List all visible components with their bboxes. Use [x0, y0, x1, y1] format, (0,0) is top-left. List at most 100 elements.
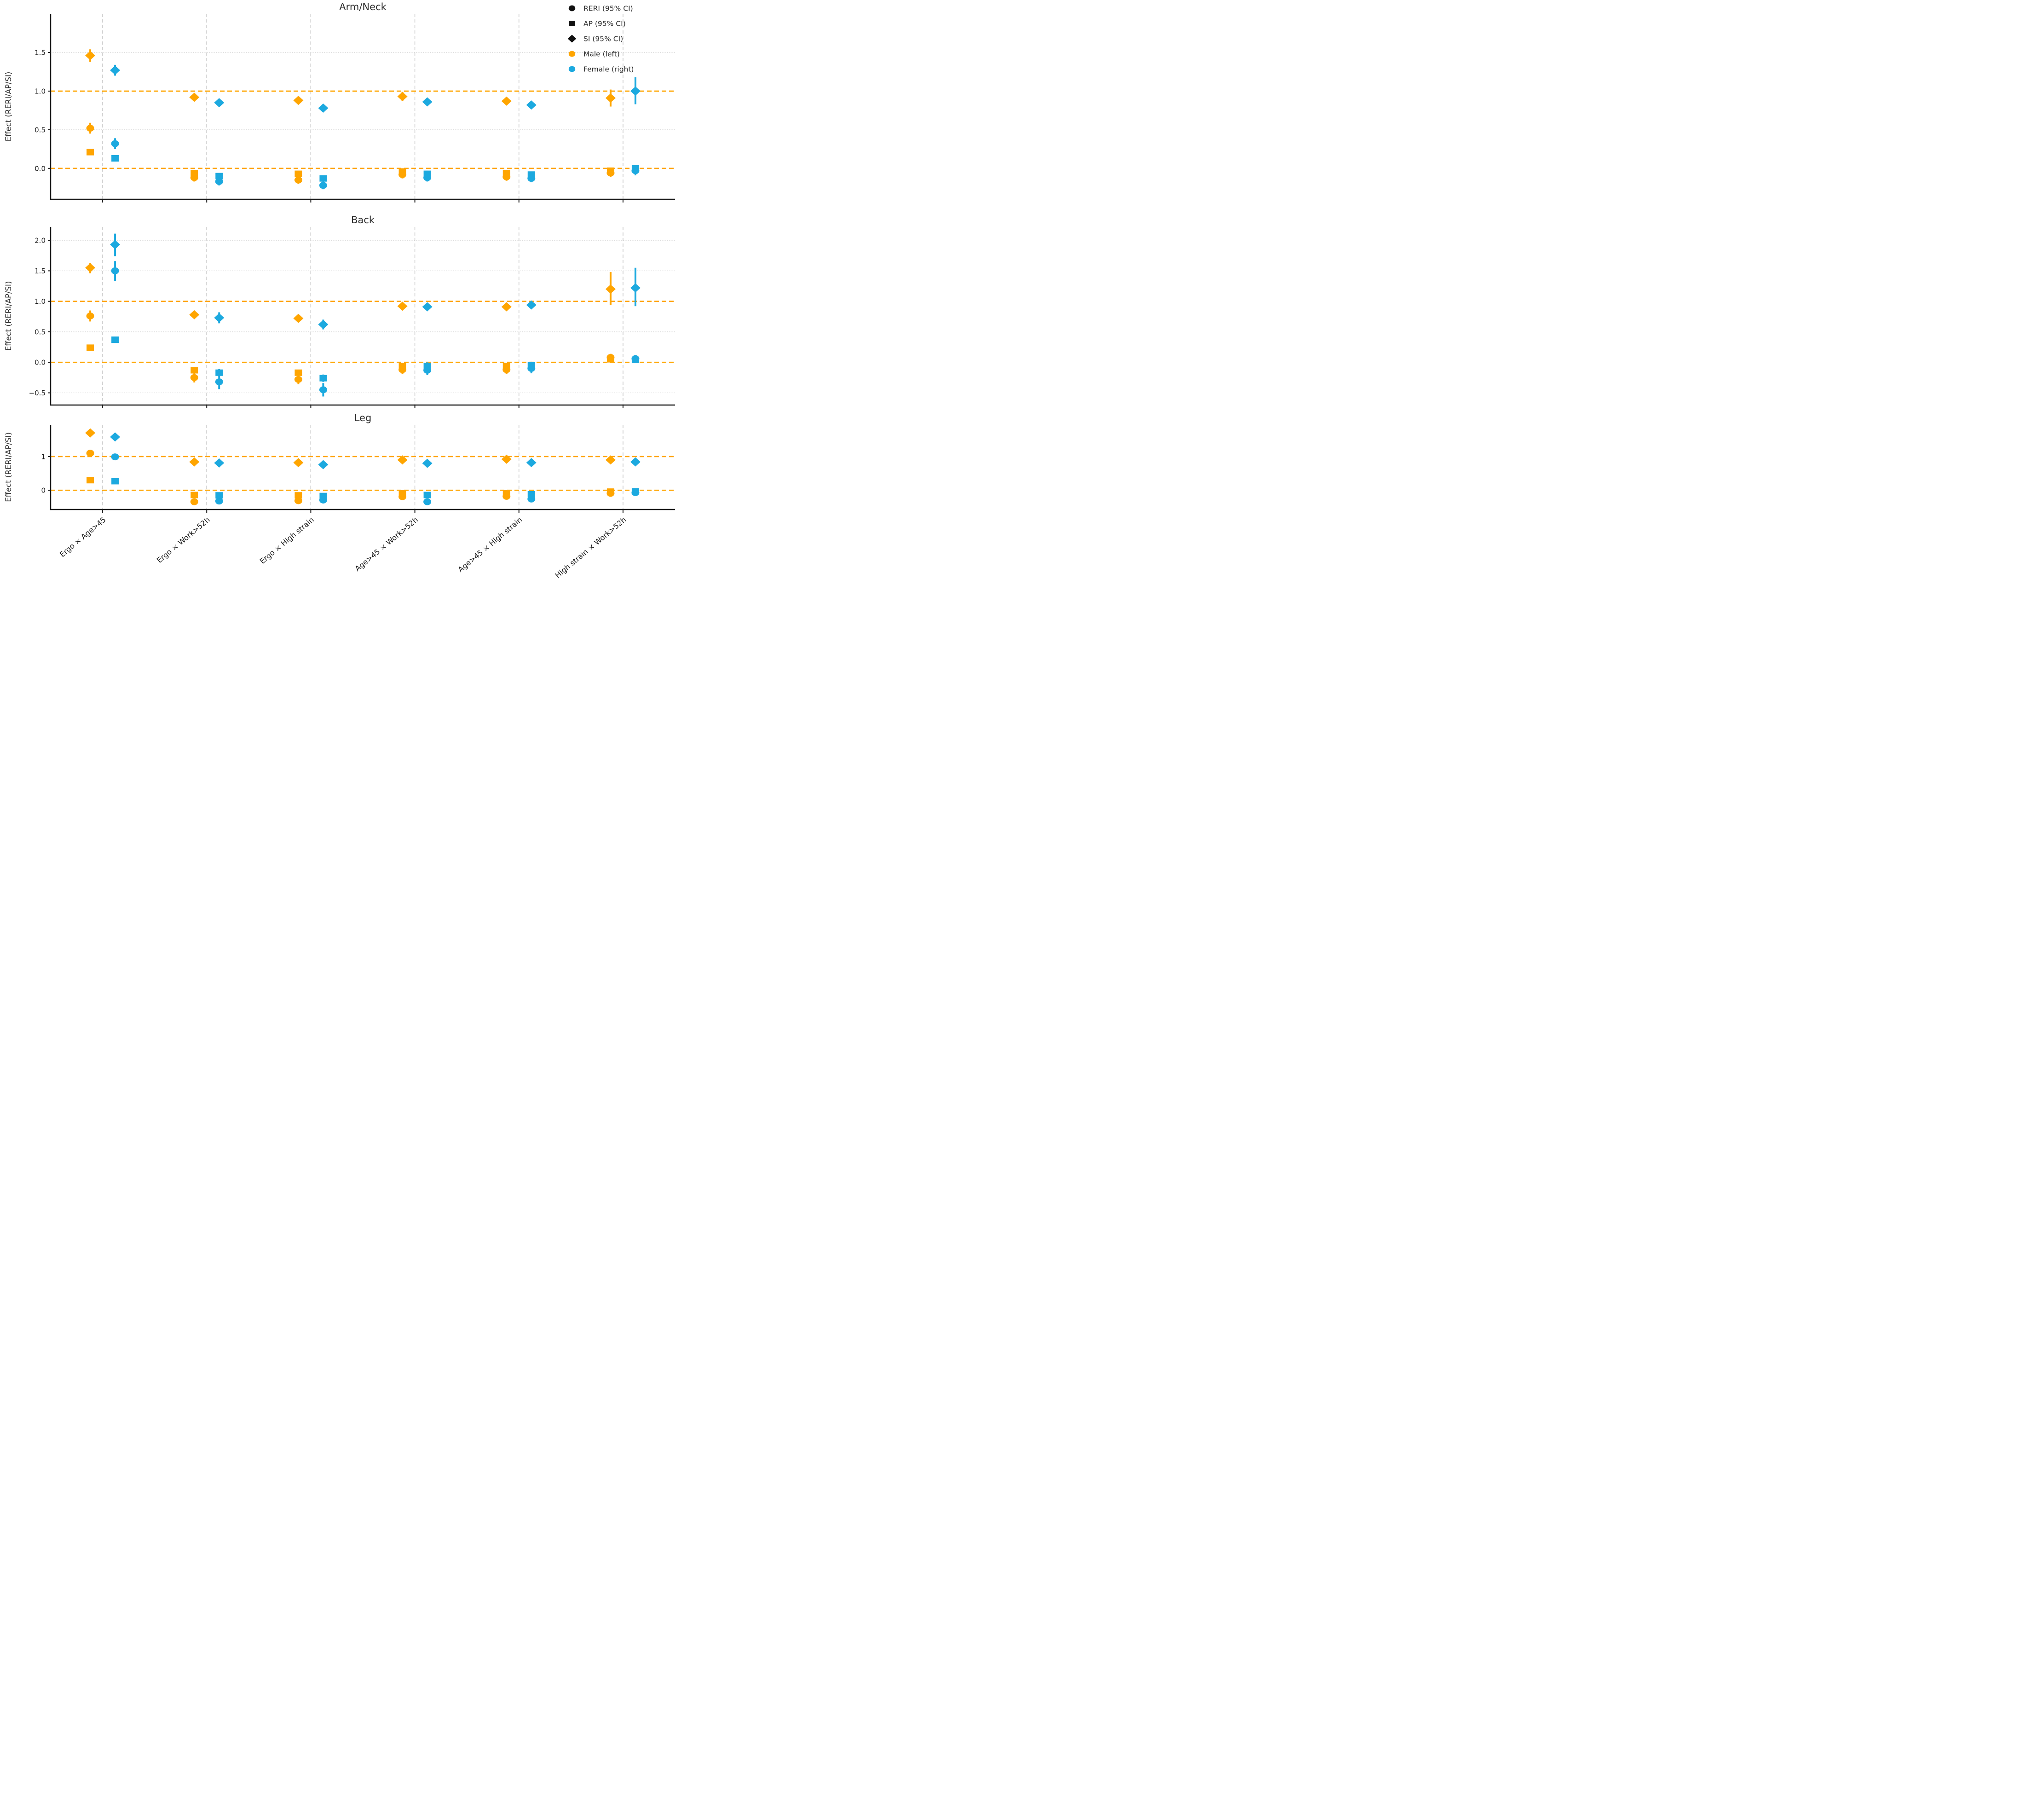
marker-ap-female [631, 165, 639, 172]
marker-ap-male [294, 170, 302, 177]
marker-ap-male [502, 169, 510, 176]
y-tick-label: 1.5 [35, 48, 46, 57]
y-tick-label: −0.5 [29, 389, 46, 397]
y-tick-label: 1 [41, 452, 46, 461]
marker-ap-female [215, 173, 223, 180]
marker-si-female [526, 100, 537, 110]
marker-si-female [110, 65, 121, 75]
marker-reri-female [319, 386, 327, 394]
marker-ap-female [423, 492, 431, 498]
legend-label: Male (left) [583, 50, 620, 58]
marker-ap-male [502, 490, 510, 497]
marker-si-female [110, 240, 121, 249]
marker-reri-female [111, 267, 119, 274]
series-female [110, 432, 641, 505]
x-tick-label: Age>45 × High strain [456, 515, 524, 574]
marker-si-male [189, 457, 200, 467]
x-tick-label: Age>45 × Work>52h [353, 515, 420, 573]
marker-si-female [214, 313, 225, 323]
marker-ap-female [215, 492, 223, 499]
panel-title: Arm/Neck [339, 1, 387, 12]
marker-si-male [397, 92, 408, 101]
marker-si-female [422, 302, 433, 312]
legend-square-icon [569, 21, 575, 26]
legend-label: Female (right) [583, 65, 634, 74]
y-tick-label: 0 [41, 486, 46, 495]
marker-reri-female [423, 498, 432, 505]
x-tick-label: High strain × Work>52h [554, 515, 628, 580]
marker-ap-female [527, 362, 535, 369]
marker-si-male [85, 51, 96, 60]
y-tick-label: 0.5 [35, 126, 46, 134]
marker-si-female [318, 460, 329, 469]
marker-ap-male [606, 488, 614, 495]
marker-ap-male [87, 344, 94, 351]
marker-si-female [526, 458, 537, 468]
y-tick-label: 0.5 [35, 328, 46, 336]
marker-ap-male [606, 167, 614, 174]
marker-ap-male [191, 492, 198, 498]
marker-ap-female [111, 155, 119, 162]
marker-si-female [526, 300, 537, 310]
y-axis-label: Effect (RERI/AP/SI) [4, 432, 13, 502]
x-tick-label: Ergo × Age>45 [58, 515, 108, 559]
legend-label: RERI (95% CI) [583, 5, 633, 13]
y-axis-label: Effect (RERI/AP/SI) [4, 72, 13, 142]
marker-ap-male [87, 477, 94, 484]
marker-ap-male [398, 490, 406, 497]
series-male [85, 49, 616, 184]
marker-ap-male [294, 492, 302, 499]
marker-ap-male [87, 149, 94, 156]
marker-si-male [293, 96, 304, 105]
marker-ap-female [319, 175, 327, 182]
marker-ap-male [606, 356, 614, 363]
marker-reri-male [86, 450, 94, 457]
marker-ap-male [398, 363, 406, 370]
marker-reri-male [190, 498, 198, 505]
marker-ap-female [527, 171, 535, 178]
marker-ap-female [319, 375, 327, 382]
y-tick-label: 0.0 [35, 164, 46, 173]
x-tick-label: Ergo × Work>52h [155, 515, 212, 565]
legend-circle-icon [568, 5, 576, 12]
marker-reri-male [86, 125, 94, 132]
marker-si-male [501, 302, 512, 312]
marker-reri-male [294, 176, 302, 184]
marker-reri-male [190, 374, 198, 381]
forest-plot-figure: 0.0 0.5 1.0 1.5 Arm/Neck Effect (RERI/AP/SI) −… [0, 0, 681, 600]
marker-si-female [630, 457, 641, 467]
marker-si-male [293, 458, 304, 468]
series-female [110, 64, 641, 190]
panel-leg: 0 1 Ergo × Age>45 Ergo × Work>52h Ergo × Hig… [4, 412, 675, 580]
marker-si-male [85, 263, 96, 272]
marker-ap-male [502, 363, 510, 370]
marker-si-female [318, 320, 329, 330]
y-axis-label: Effect (RERI/AP/SI) [4, 281, 13, 351]
panel-arm-neck: 0.0 0.5 1.0 1.5 Arm/Neck Effect (RERI/AP/SI) [4, 1, 676, 203]
marker-si-male [605, 93, 616, 103]
marker-reri-male [86, 313, 94, 319]
legend-label: AP (95% CI) [583, 20, 626, 28]
x-tick-label: Ergo × High strain [258, 515, 316, 566]
marker-ap-female [423, 363, 431, 370]
marker-reri-male [294, 497, 302, 504]
marker-si-male [397, 301, 408, 311]
marker-si-female [214, 458, 225, 468]
marker-si-male [397, 455, 408, 465]
marker-reri-male [294, 376, 302, 383]
marker-si-male [605, 455, 616, 465]
marker-si-male [605, 284, 616, 294]
legend-diamond-icon [567, 35, 577, 43]
marker-si-female [214, 98, 225, 108]
marker-si-female [630, 283, 641, 293]
marker-ap-female [215, 369, 223, 376]
marker-reri-female [111, 453, 119, 461]
marker-si-female [630, 86, 641, 96]
marker-ap-female [423, 170, 431, 177]
marker-ap-female [631, 488, 639, 495]
marker-ap-male [398, 168, 406, 175]
legend-label: SI (95% CI) [583, 35, 623, 43]
marker-si-male [501, 96, 512, 106]
panel-title: Leg [354, 412, 372, 423]
marker-reri-female [319, 182, 327, 189]
